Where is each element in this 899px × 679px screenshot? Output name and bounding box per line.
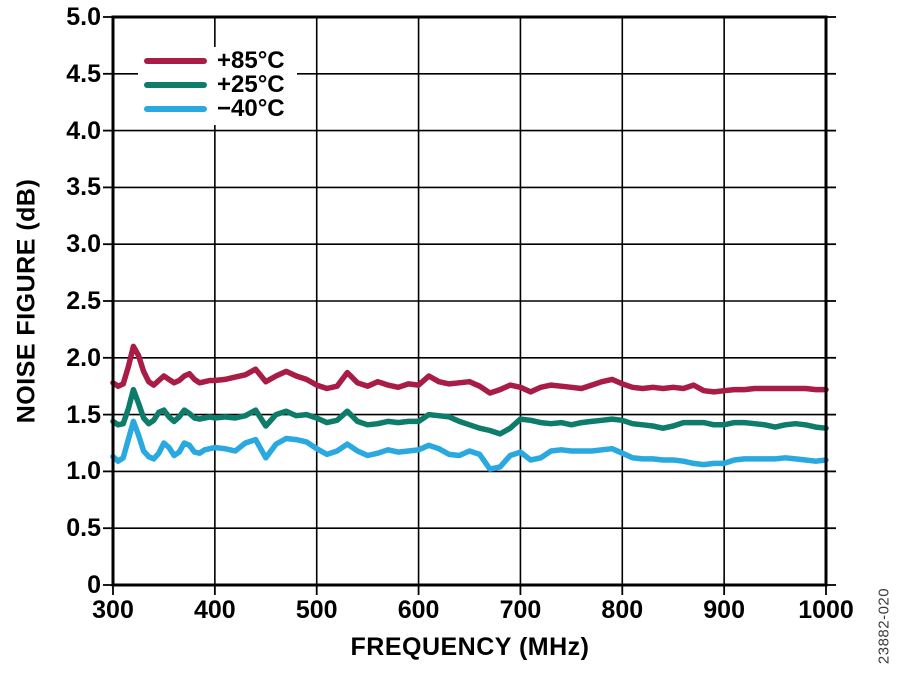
legend-line-swatch-85c [144, 58, 207, 64]
series-line-2 [110, 418, 829, 472]
plot-border [111, 15, 828, 587]
y-tick-label: 3.0 [66, 230, 101, 259]
y-tick-label: 4.5 [66, 59, 101, 88]
legend: +85°C +25°C −40°C [138, 47, 297, 125]
legend-entry-85c: +85°C [144, 49, 285, 73]
series-line-0 [110, 343, 829, 396]
y-tick-label: 0.5 [66, 514, 101, 543]
legend-line-swatch-25c [144, 82, 207, 88]
x-tick-label: 700 [499, 596, 542, 624]
legend-label-25c: +25°C [217, 71, 285, 98]
y-tick-label: 4.0 [66, 116, 101, 145]
legend-entry-minus40c: −40°C [144, 97, 285, 121]
x-tick-label: 500 [295, 596, 338, 624]
x-tick-label: 300 [92, 596, 134, 624]
tick-marks [103, 16, 836, 595]
x-axis-title: FREQUENCY (MHz) [350, 633, 590, 661]
legend-line-swatch-minus40c [144, 106, 207, 112]
series-line-1 [110, 386, 829, 437]
y-tick-label: 3.5 [66, 173, 101, 202]
x-tick-label: 900 [703, 596, 745, 624]
legend-label-minus40c: −40°C [217, 95, 285, 122]
legend-label-85c: +85°C [217, 47, 285, 74]
y-tick-label: 1.5 [66, 400, 101, 429]
y-tick-label: 2.5 [66, 287, 101, 315]
x-tick-label: 800 [601, 596, 644, 624]
y-tick-label: 0 [87, 571, 101, 599]
y-tick-label: 2.0 [66, 343, 101, 372]
legend-entry-25c: +25°C [144, 73, 285, 97]
x-tick-label: 1000 [798, 596, 854, 624]
gridlines [113, 17, 826, 585]
y-tick-label: 5.0 [66, 3, 101, 31]
y-tick-label: 1.0 [66, 457, 101, 486]
x-tick-label: 600 [397, 596, 440, 624]
x-tick-label: 400 [193, 596, 236, 624]
figure-number-watermark: 23882-020 [875, 587, 893, 665]
